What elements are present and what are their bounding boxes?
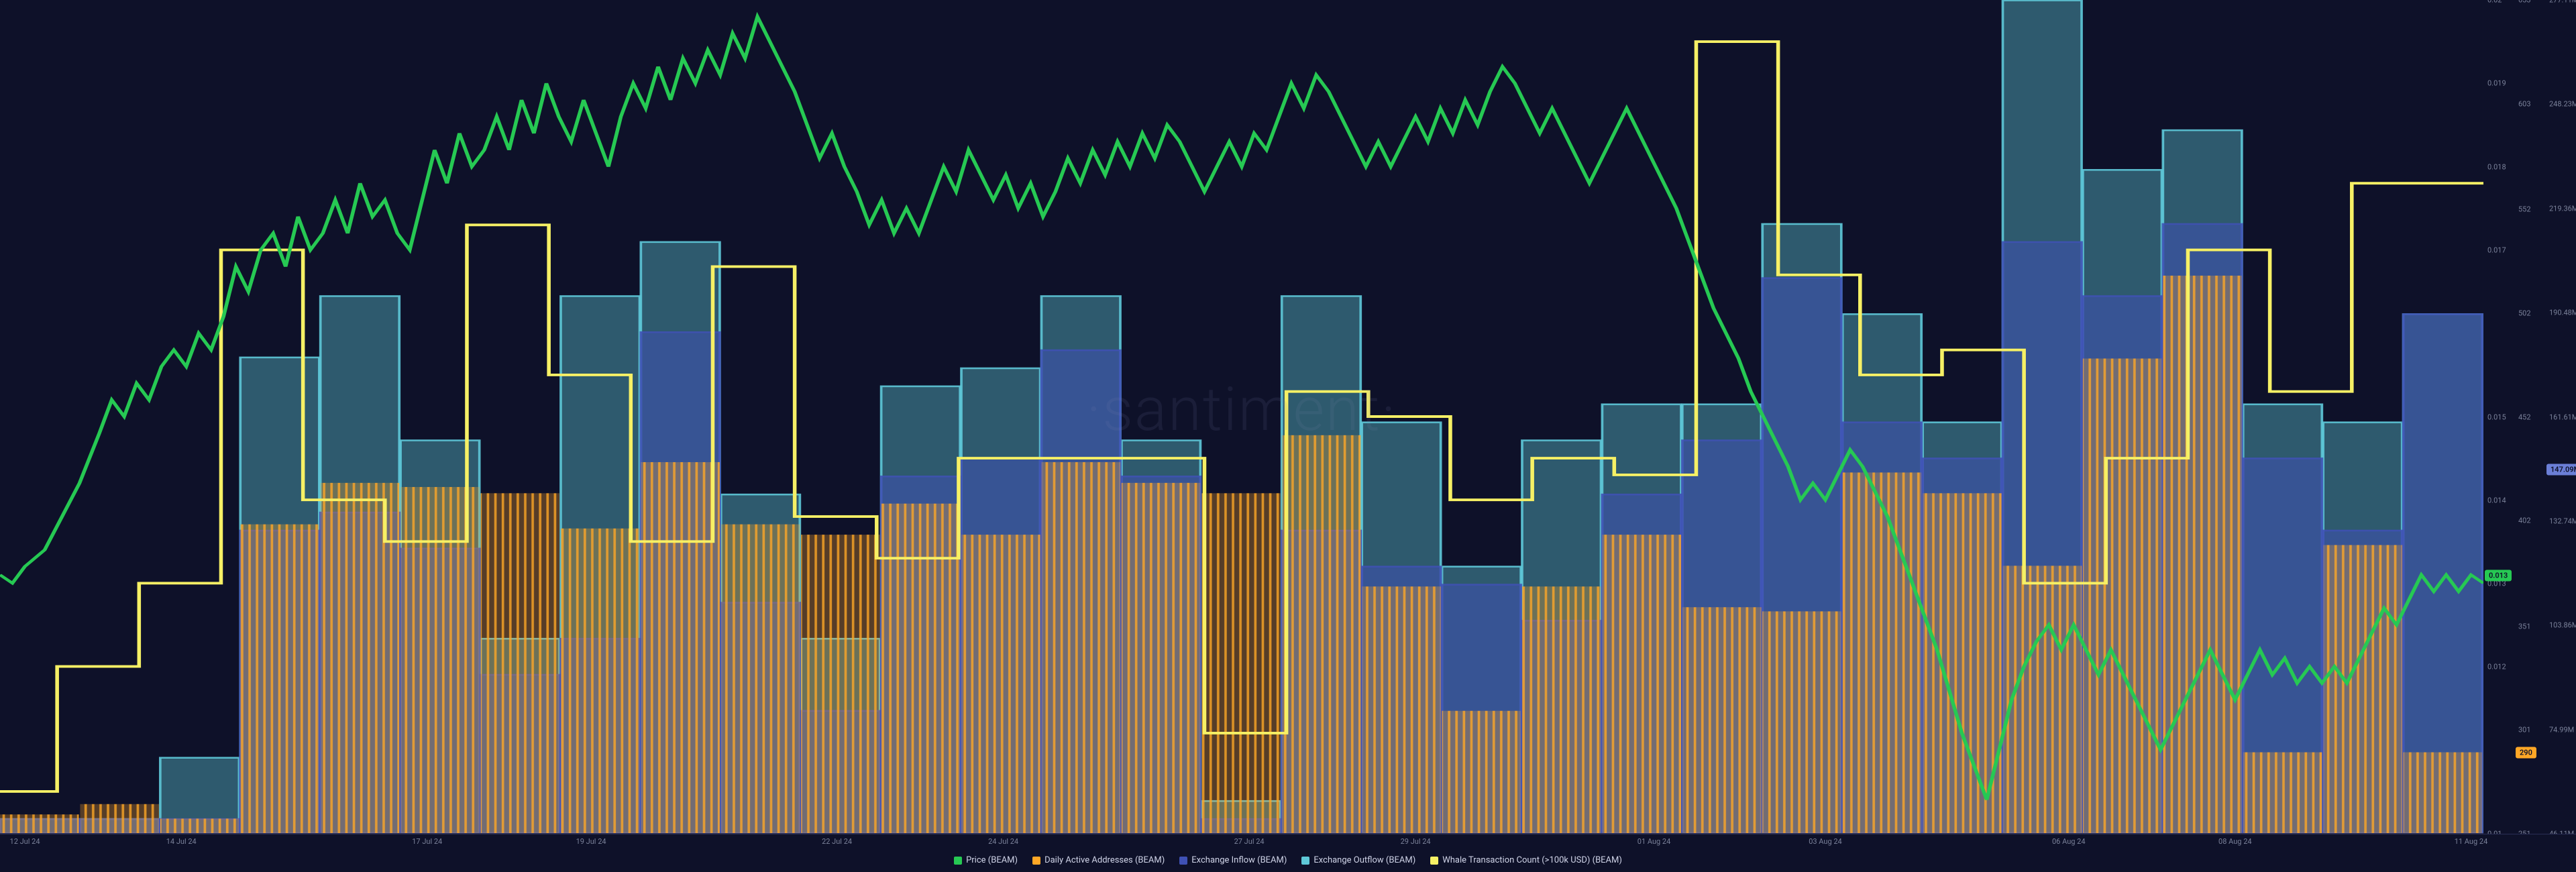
y-tick: 0.012 bbox=[2487, 663, 2506, 671]
y-tick: 103.86M bbox=[2549, 621, 2576, 630]
y-axis-flow: 277.11M 248.23M 219.36M 190.48M 161.61M 132.7… bbox=[2545, 0, 2576, 834]
legend-label: Exchange Outflow (BEAM) bbox=[1313, 855, 1415, 865]
legend: Price (BEAM) Daily Active Addresses (BEAM… bbox=[0, 850, 2576, 872]
plot-svg bbox=[0, 0, 2483, 833]
y-tick: 0.014 bbox=[2487, 496, 2506, 504]
x-tick: 19 Jul 24 bbox=[576, 837, 606, 846]
y-tick: 0.018 bbox=[2487, 162, 2506, 171]
current-value-badge: 0.013 bbox=[2485, 569, 2512, 581]
y-tick: 161.61M bbox=[2549, 413, 2576, 421]
y-tick: 190.48M bbox=[2549, 309, 2576, 317]
legend-swatch bbox=[954, 857, 962, 865]
y-tick: 0.017 bbox=[2487, 246, 2506, 254]
legend-label: Whale Transaction Count (>100k USD) (BEA… bbox=[1442, 855, 1622, 865]
y-tick: 132.74M bbox=[2549, 516, 2576, 525]
x-tick: 22 Jul 24 bbox=[822, 837, 852, 846]
legend-item[interactable]: Whale Transaction Count (>100k USD) (BEA… bbox=[1430, 855, 1622, 865]
legend-label: Daily Active Addresses (BEAM) bbox=[1044, 855, 1165, 865]
y-tick: 552 bbox=[2518, 205, 2531, 214]
legend-swatch bbox=[1032, 857, 1040, 865]
y-axis-daa: 653603552502452402351301251290 bbox=[2514, 0, 2545, 834]
y-tick: 452 bbox=[2518, 413, 2531, 421]
y-tick: 219.36M bbox=[2549, 204, 2576, 213]
legend-swatch bbox=[1430, 857, 1438, 865]
y-tick: 0.015 bbox=[2487, 413, 2506, 421]
current-value-badge: 290 bbox=[2516, 747, 2536, 759]
legend-item[interactable]: Daily Active Addresses (BEAM) bbox=[1032, 855, 1165, 865]
x-tick: 12 Jul 24 bbox=[10, 837, 40, 846]
legend-label: Exchange Inflow (BEAM) bbox=[1191, 855, 1287, 865]
y-tick: 74.99M bbox=[2549, 725, 2574, 734]
x-axis: 12 Jul 24 14 Jul 24 17 Jul 24 19 Jul 24 22 J… bbox=[0, 834, 2576, 850]
chart-area: ·santiment· 0.02 0.019 0.018 0.017 0.015 0.01… bbox=[0, 0, 2576, 834]
y-tick: 603 bbox=[2518, 99, 2531, 108]
x-tick: 29 Jul 24 bbox=[1401, 837, 1431, 846]
legend-item[interactable]: Exchange Inflow (BEAM) bbox=[1179, 855, 1287, 865]
x-tick: 11 Aug 24 bbox=[2455, 837, 2488, 846]
y-tick: 301 bbox=[2518, 726, 2531, 734]
x-tick: 03 Aug 24 bbox=[1809, 837, 1842, 846]
y-axis-price: 0.020.0190.0180.0170.0150.0140.0130.0120… bbox=[2483, 0, 2514, 834]
x-tick: 14 Jul 24 bbox=[166, 837, 197, 846]
chart-container: ·santiment· 0.02 0.019 0.018 0.017 0.015 0.01… bbox=[0, 0, 2576, 872]
y-tick: 0.02 bbox=[2487, 0, 2502, 5]
legend-swatch bbox=[1301, 857, 1309, 865]
current-value-badge: 147.09M bbox=[2546, 464, 2576, 475]
y-tick: 502 bbox=[2518, 309, 2531, 317]
y-tick: 351 bbox=[2518, 622, 2531, 631]
legend-label: Price (BEAM) bbox=[966, 855, 1018, 865]
y-tick: 277.11M bbox=[2549, 0, 2576, 5]
x-tick: 01 Aug 24 bbox=[1638, 837, 1671, 846]
y-tick: 248.23M bbox=[2549, 100, 2576, 109]
legend-item[interactable]: Price (BEAM) bbox=[954, 855, 1018, 865]
y-tick: 653 bbox=[2518, 0, 2531, 5]
x-tick: 06 Aug 24 bbox=[2052, 837, 2086, 846]
x-tick: 27 Jul 24 bbox=[1234, 837, 1265, 846]
x-tick: 17 Jul 24 bbox=[412, 837, 442, 846]
plot-region[interactable]: ·santiment· bbox=[0, 0, 2483, 834]
x-tick: 24 Jul 24 bbox=[988, 837, 1018, 846]
y-axes: 0.020.0190.0180.0170.0150.0140.0130.0120… bbox=[2483, 0, 2576, 834]
legend-swatch bbox=[1179, 857, 1187, 865]
y-tick: 0.019 bbox=[2487, 79, 2506, 88]
legend-item[interactable]: Exchange Outflow (BEAM) bbox=[1301, 855, 1415, 865]
y-tick: 402 bbox=[2518, 516, 2531, 525]
x-tick: 08 Aug 24 bbox=[2218, 837, 2252, 846]
